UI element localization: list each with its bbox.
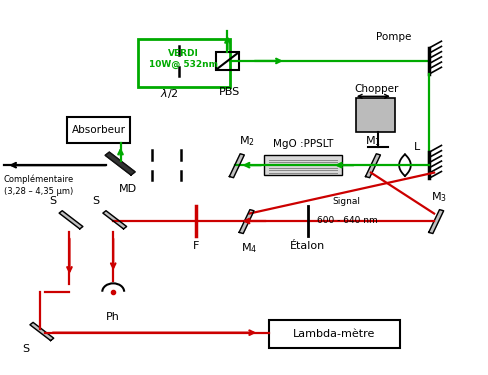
- Polygon shape: [229, 154, 244, 178]
- Bar: [264, 155, 341, 176]
- Text: MgO :PPSLT: MgO :PPSLT: [272, 140, 332, 149]
- Bar: [268, 320, 399, 348]
- Text: Pompe: Pompe: [375, 32, 410, 42]
- Text: M$_2$: M$_2$: [239, 135, 254, 148]
- Text: F: F: [192, 242, 199, 252]
- Text: S: S: [49, 196, 56, 206]
- Text: $\lambda$/2: $\lambda$/2: [160, 87, 178, 100]
- Text: 600 - 640 nm: 600 - 640 nm: [317, 216, 377, 225]
- Polygon shape: [59, 211, 82, 229]
- Text: S: S: [92, 196, 100, 206]
- Polygon shape: [30, 322, 54, 340]
- Bar: [137, 39, 229, 87]
- Text: Complémentaire: Complémentaire: [4, 174, 74, 184]
- Bar: [356, 98, 394, 132]
- Text: M$_4$: M$_4$: [241, 242, 257, 255]
- Text: PBS: PBS: [219, 87, 240, 97]
- Text: (3,28 – 4,35 µm): (3,28 – 4,35 µm): [4, 188, 73, 196]
- Polygon shape: [428, 210, 443, 234]
- Text: Absorbeur: Absorbeur: [71, 125, 125, 135]
- Text: Ph: Ph: [106, 312, 120, 322]
- Polygon shape: [365, 154, 380, 178]
- Polygon shape: [105, 152, 135, 175]
- Text: Étalon: Étalon: [289, 242, 325, 252]
- Text: VERDI
10W@ 532nm: VERDI 10W@ 532nm: [149, 50, 218, 69]
- Text: L: L: [413, 142, 419, 152]
- Polygon shape: [239, 210, 253, 234]
- Bar: [67, 117, 130, 143]
- Text: M$_1$: M$_1$: [365, 135, 381, 148]
- Polygon shape: [102, 211, 126, 229]
- Text: Chopper: Chopper: [353, 84, 397, 94]
- Text: S: S: [22, 344, 29, 354]
- Text: Signal: Signal: [331, 197, 359, 206]
- Bar: [216, 53, 238, 69]
- Text: MD: MD: [119, 184, 137, 194]
- Text: M$_3$: M$_3$: [430, 190, 446, 204]
- Text: Lambda-mètre: Lambda-mètre: [293, 328, 375, 339]
